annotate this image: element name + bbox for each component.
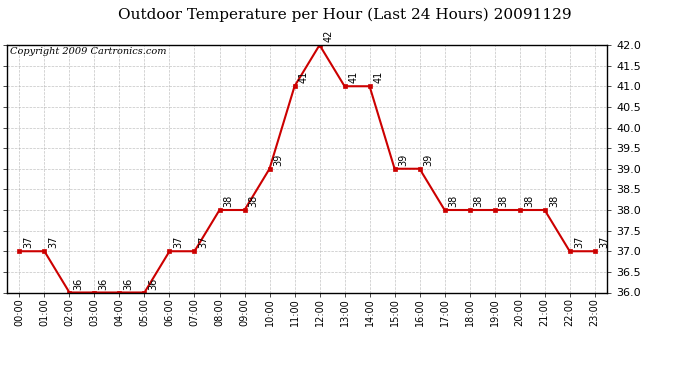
Text: 38: 38	[499, 195, 509, 207]
Text: 37: 37	[174, 236, 184, 249]
Text: 38: 38	[549, 195, 559, 207]
Text: 41: 41	[348, 71, 359, 84]
Text: 41: 41	[374, 71, 384, 84]
Text: Outdoor Temperature per Hour (Last 24 Hours) 20091129: Outdoor Temperature per Hour (Last 24 Ho…	[118, 8, 572, 22]
Text: 37: 37	[574, 236, 584, 249]
Text: 41: 41	[299, 71, 308, 84]
Text: 38: 38	[224, 195, 234, 207]
Text: 36: 36	[148, 278, 159, 290]
Text: 37: 37	[199, 236, 208, 249]
Text: Copyright 2009 Cartronics.com: Copyright 2009 Cartronics.com	[10, 48, 166, 57]
Text: 37: 37	[23, 236, 34, 249]
Text: 38: 38	[524, 195, 534, 207]
Text: 36: 36	[74, 278, 83, 290]
Text: 38: 38	[474, 195, 484, 207]
Text: 39: 39	[399, 154, 408, 166]
Text: 37: 37	[599, 236, 609, 249]
Text: 36: 36	[124, 278, 134, 290]
Text: 37: 37	[48, 236, 59, 249]
Text: 38: 38	[448, 195, 459, 207]
Text: 42: 42	[324, 30, 334, 42]
Text: 39: 39	[274, 154, 284, 166]
Text: 36: 36	[99, 278, 108, 290]
Text: 38: 38	[248, 195, 259, 207]
Text: 39: 39	[424, 154, 434, 166]
